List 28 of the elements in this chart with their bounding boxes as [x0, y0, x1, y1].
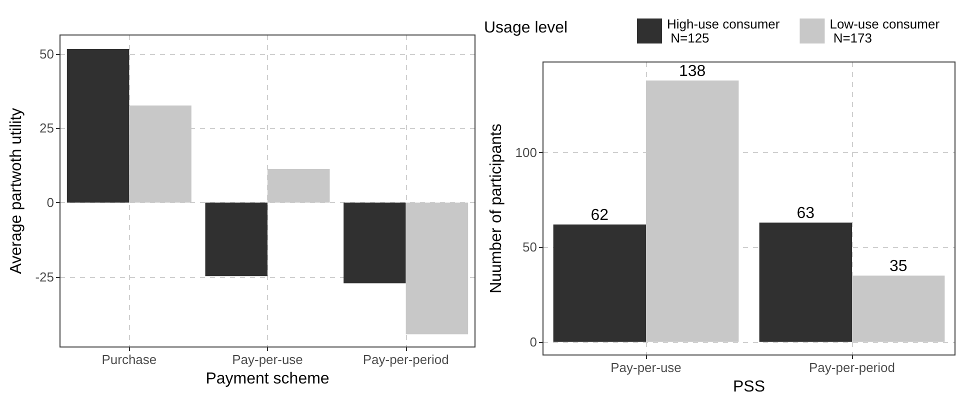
y-tick-label: 50 [40, 46, 54, 62]
y-tick-label: 100 [515, 145, 537, 160]
data-label: 63 [796, 205, 815, 222]
y-tick-label: -25 [35, 270, 54, 285]
x-axis-title: Payment scheme [206, 370, 330, 388]
y-tick-label: 25 [40, 120, 54, 136]
y-axis-title: Nuumber of participants [488, 124, 505, 294]
bar [205, 202, 268, 276]
x-tick-label: Pay-per-use [610, 360, 682, 375]
data-label: 62 [590, 207, 609, 224]
x-axis-title: PSS [732, 378, 766, 396]
y-tick-label: 0 [46, 195, 54, 210]
bar [66, 48, 130, 203]
y-axis-title: Average partwoth utility [8, 108, 25, 274]
data-label: 35 [889, 258, 908, 276]
legend-label: Low-use consumer N=173 [830, 16, 940, 46]
legend-label: High-use consumer N=125 [667, 16, 780, 46]
data-label: 138 [679, 63, 706, 80]
x-tick-label: Pay-per-period [362, 352, 449, 367]
x-tick-label: Pay-per-use [232, 352, 303, 367]
legend-title: Usage level [484, 20, 568, 36]
bar [759, 222, 852, 342]
x-tick-label: Pay-per-period [809, 360, 895, 375]
bar [344, 202, 406, 284]
y-tick-label: 0 [530, 334, 537, 350]
bar [553, 224, 646, 342]
x-tick-label: Purchase [102, 352, 157, 367]
y-tick-label: 50 [522, 240, 537, 255]
